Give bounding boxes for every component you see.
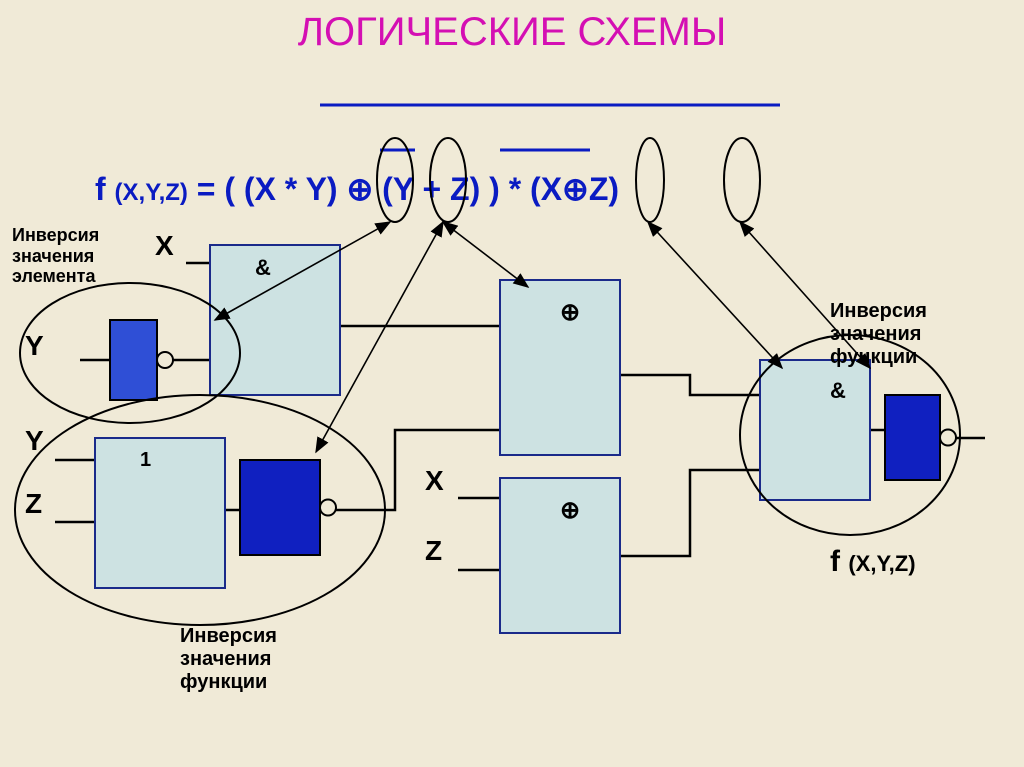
gate-inv_y <box>110 320 157 400</box>
gate-label: ⊕ <box>560 299 580 326</box>
annotation-inversion-function-2: Инверсиязначенияфункции <box>830 300 927 369</box>
signal-label-Y_left: Y <box>25 330 44 361</box>
logic-diagram: & 1 ⊕ ⊕ & X Y Y Z X Z <box>0 0 1024 767</box>
callout-arrow <box>648 222 782 368</box>
gate-label: 1 <box>140 449 151 471</box>
gate-label: ⊕ <box>560 497 580 524</box>
gate-or_yz <box>95 438 225 588</box>
gate-and1 <box>210 245 340 395</box>
callout-arrow <box>443 222 528 287</box>
signal-label-Z2: Z <box>425 535 442 566</box>
gate-inv_out <box>885 395 940 480</box>
signal-label-Y2: Y <box>25 425 44 456</box>
annotation-inversion-element: Инверсиязначенияэлемента <box>12 225 99 287</box>
wire <box>620 375 760 395</box>
output-label: f (X,Y,Z) <box>830 545 916 580</box>
gate-label: & <box>830 378 846 403</box>
gate-label: & <box>255 255 271 280</box>
annotation-inversion-function-1: Инверсиязначенияфункции <box>180 625 277 694</box>
inverter-bubble <box>157 352 173 368</box>
signal-label-Z1: Z <box>25 488 42 519</box>
inverter-bubble <box>320 500 336 516</box>
callout-ellipse <box>430 138 466 222</box>
callout-ellipse <box>724 138 760 222</box>
wire <box>620 470 760 556</box>
signal-label-X2: X <box>425 465 444 496</box>
gate-and2 <box>760 360 870 500</box>
callout-ellipse <box>636 138 664 222</box>
gate-inv_yz <box>240 460 320 555</box>
signal-label-X1: X <box>155 230 174 261</box>
inverter-bubble <box>940 430 956 446</box>
